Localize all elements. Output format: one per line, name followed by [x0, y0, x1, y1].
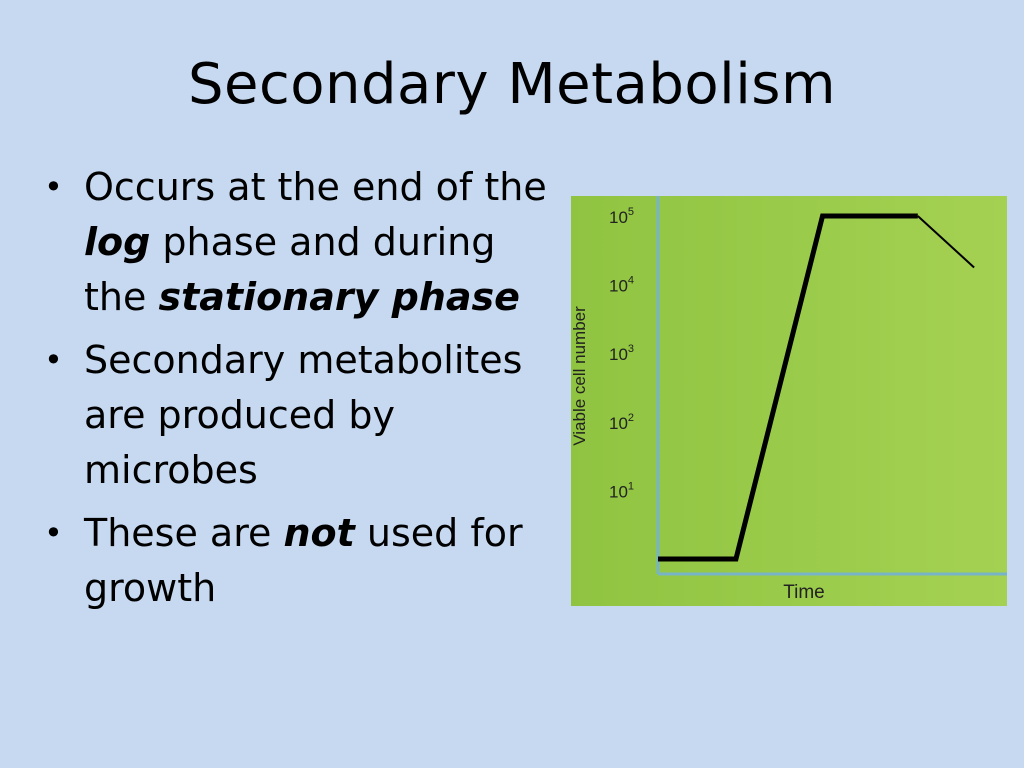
- bullet-item: • These are not used for growth: [40, 506, 560, 616]
- y-tick-label: 104: [609, 275, 634, 296]
- emphasis-stationary-phase: stationary phase: [158, 275, 520, 319]
- y-tick-label: 102: [609, 412, 634, 433]
- bullet-text: Secondary metabolites are produced by mi…: [84, 338, 523, 492]
- x-axis-label: Time: [783, 582, 825, 603]
- slide-title: Secondary Metabolism: [187, 52, 837, 117]
- growth-curve-chart: 101 102 103 104 105 Viable cell number Time: [571, 196, 1007, 606]
- chart-y-ticks: 101 102 103 104 105: [609, 206, 634, 501]
- bullet-list: • Occurs at the end of the log phase and…: [40, 160, 560, 624]
- death-phase-line: [917, 215, 975, 269]
- emphasis-log: log: [84, 220, 151, 264]
- y-tick-label: 103: [609, 343, 634, 364]
- y-tick-label: 101: [609, 480, 634, 501]
- bullet-text: used for growth: [84, 511, 523, 610]
- bullet-dot-icon: •: [44, 341, 63, 379]
- bullet-item: • Occurs at the end of the log phase and…: [40, 160, 560, 325]
- chart-series: [658, 213, 975, 562]
- bullet-item: • Secondary metabolites are produced by …: [40, 333, 560, 498]
- y-tick-label: 105: [609, 206, 634, 227]
- bullet-text: phase and during the: [84, 220, 496, 319]
- bullet-text: Occurs at the end of the: [84, 165, 547, 209]
- emphasis-not: not: [283, 511, 355, 555]
- growth-curve-line: [658, 213, 918, 562]
- y-axis-label: Viable cell number: [571, 306, 589, 446]
- bullet-text: These are: [84, 511, 284, 555]
- bullet-dot-icon: •: [44, 514, 63, 552]
- chart-background: [571, 196, 1007, 606]
- chart-axes: [656, 196, 1007, 576]
- bullet-dot-icon: •: [44, 168, 63, 206]
